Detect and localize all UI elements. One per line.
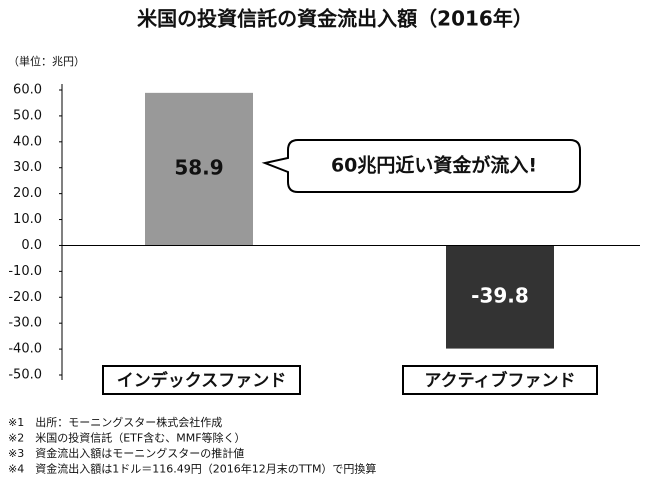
y-tick-label: 10.0 <box>13 212 42 227</box>
y-tick-label: 30.0 <box>13 160 42 175</box>
bar <box>446 245 554 349</box>
x-tick-label: インデックスファンド <box>117 370 287 391</box>
y-tick-label: 0.0 <box>21 238 42 253</box>
value-label: 58.9 <box>174 156 223 180</box>
y-tick-label: -40.0 <box>8 342 42 357</box>
category-box <box>402 365 598 395</box>
callout: 60兆円近い資金が流入! <box>261 139 581 193</box>
footnote: ※4 資金流出入額は1ドル＝116.49円（2016年12月末のTTM）で円換算 <box>8 462 376 476</box>
y-tick-label: -10.0 <box>8 264 42 279</box>
footnote: ※2 米国の投資信託（ETF含む、MMF等除く） <box>8 431 246 445</box>
y-tick-label: -50.0 <box>8 368 42 383</box>
unit-label: （単位：兆円） <box>8 54 85 68</box>
annotation: 60兆円近い資金が流入! <box>331 154 537 177</box>
y-tick-label: 20.0 <box>13 186 42 201</box>
chart-title: 米国の投資信託の資金流出入額（2016年） <box>137 7 533 31</box>
y-tick-label: -30.0 <box>8 316 42 331</box>
category-box <box>102 365 301 395</box>
x-tick-label: アクティブファンド <box>424 370 575 391</box>
y-tick-label: 40.0 <box>13 134 42 149</box>
y-tick-label: -20.0 <box>8 290 42 305</box>
y-tick-label: 60.0 <box>13 83 42 98</box>
y-tick-label: 50.0 <box>13 108 42 123</box>
bar <box>145 92 253 246</box>
footnote: ※1 出所：モーニングスター株式会社作成 <box>8 415 222 429</box>
footnote: ※3 資金流出入額はモーニングスターの推計値 <box>8 446 244 460</box>
value-label: -39.8 <box>471 284 529 308</box>
